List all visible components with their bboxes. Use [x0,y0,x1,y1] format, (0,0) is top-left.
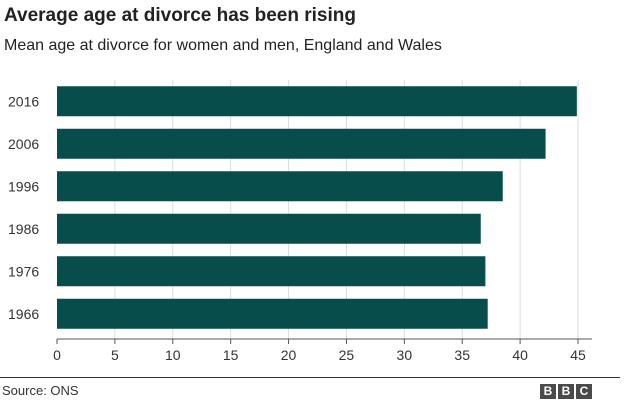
bar-1966 [57,298,488,329]
category-label: 2006 [8,136,39,152]
x-tick-label: 35 [454,347,470,363]
bar-chart: 0 5 10 15 20 25 30 35 40 45 2016 2006 1996 1986 1976 19… [8,80,592,363]
logo-letter: C [576,384,592,399]
chart-title: Average age at divorce has been rising [4,5,356,26]
x-tick-label: 15 [223,347,239,363]
bbc-logo: B B C [540,384,592,399]
category-label: 1966 [8,306,39,322]
category-label: 1976 [8,263,39,279]
x-tick-label: 30 [397,347,413,363]
logo-letter: B [558,384,574,399]
bar-1996 [57,171,503,202]
x-tick-label: 45 [570,347,586,363]
category-label: 2016 [8,93,39,109]
footer-divider [0,377,620,378]
category-label: 1996 [8,178,39,194]
bar-2006 [57,128,546,159]
source-note: Source: ONS [2,383,79,398]
x-tick-label: 25 [339,347,355,363]
category-label: 1986 [8,221,39,237]
x-tick-label: 40 [512,347,528,363]
x-tick-label: 20 [281,347,297,363]
bar-1986 [57,213,481,244]
bar-1976 [57,256,486,287]
logo-letter: B [540,384,556,399]
chart-subtitle: Mean age at divorce for women and men, E… [4,37,442,54]
x-tick-label: 0 [53,347,61,363]
bar-2016 [57,86,577,117]
x-tick-label: 5 [111,347,119,363]
x-tick-label: 10 [165,347,181,363]
